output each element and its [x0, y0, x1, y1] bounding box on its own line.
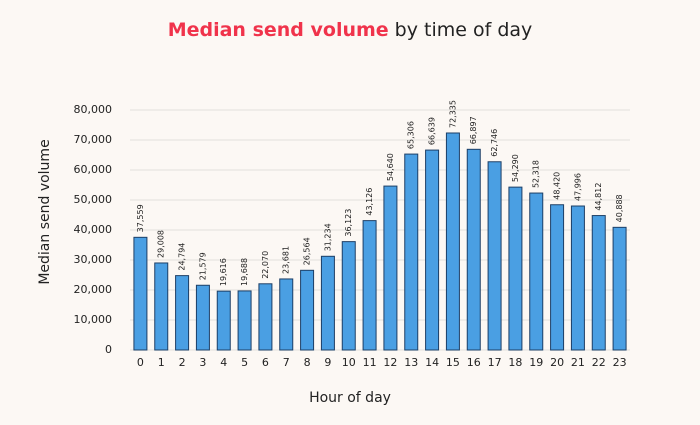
- value-label: 21,579: [198, 252, 207, 280]
- value-label: 52,318: [532, 160, 541, 188]
- x-tick-label: 2: [179, 356, 186, 369]
- x-tick-label: 11: [363, 356, 377, 369]
- y-tick-label: 0: [105, 343, 112, 356]
- y-axis-label: Median send volume: [37, 139, 53, 284]
- bar: [320, 255, 335, 351]
- value-label: 26,564: [303, 237, 312, 265]
- y-tick-label: 60,000: [74, 163, 113, 176]
- x-tick-label: 1: [158, 356, 165, 369]
- x-tick-label: 9: [324, 356, 331, 369]
- x-tick-label: 17: [488, 356, 502, 369]
- bar: [445, 132, 460, 351]
- x-tick-label: 0: [137, 356, 144, 369]
- value-label: 72,335: [448, 100, 457, 128]
- value-label: 48,420: [553, 172, 562, 200]
- value-label: 37,559: [136, 204, 145, 232]
- value-label: 19,688: [240, 258, 249, 286]
- bar: [195, 284, 210, 351]
- bar: [570, 205, 585, 351]
- x-tick-label: 21: [571, 356, 585, 369]
- x-tick-label: 16: [467, 356, 481, 369]
- bar: [550, 204, 565, 351]
- bar: [466, 148, 481, 351]
- bar: [508, 186, 523, 351]
- bar: [591, 215, 606, 351]
- chart-title: Median send volume by time of day: [168, 19, 533, 41]
- value-label: 66,897: [469, 116, 478, 144]
- value-label: 44,812: [594, 183, 603, 211]
- value-label: 23,681: [282, 246, 291, 274]
- x-tick-label: 19: [529, 356, 543, 369]
- x-tick-label: 8: [304, 356, 311, 369]
- bar: [404, 153, 419, 351]
- x-tick-label: 18: [508, 356, 522, 369]
- x-axis-label: Hour of day: [309, 390, 391, 406]
- y-tick-label: 10,000: [74, 313, 113, 326]
- value-label: 43,126: [365, 188, 374, 216]
- bar: [154, 262, 169, 351]
- bar: [133, 236, 148, 351]
- bar: [341, 241, 356, 351]
- bar: [612, 226, 627, 351]
- x-tick-label: 22: [592, 356, 606, 369]
- value-label: 66,639: [428, 117, 437, 145]
- x-tick-label: 12: [383, 356, 397, 369]
- bar: [258, 283, 273, 351]
- y-tick-label: 40,000: [74, 223, 113, 236]
- value-label: 31,234: [323, 223, 332, 251]
- bar: [279, 278, 294, 351]
- x-tick-label: 6: [262, 356, 269, 369]
- value-label: 65,306: [407, 121, 416, 149]
- bar: [383, 185, 398, 351]
- bar: [216, 290, 231, 351]
- x-tick-label: 20: [550, 356, 564, 369]
- x-tick-label: 23: [613, 356, 627, 369]
- y-tick-label: 50,000: [74, 193, 113, 206]
- value-label: 29,008: [157, 230, 166, 258]
- bar: [487, 161, 502, 351]
- y-tick-label: 20,000: [74, 283, 113, 296]
- value-label: 54,640: [386, 153, 395, 181]
- value-label: 62,746: [490, 129, 499, 157]
- y-tick-label: 70,000: [74, 133, 113, 146]
- x-tick-label: 15: [446, 356, 460, 369]
- y-tick-label: 30,000: [74, 253, 113, 266]
- value-label: 24,794: [178, 243, 187, 271]
- value-label: 40,888: [615, 194, 624, 222]
- value-label: 22,070: [261, 251, 270, 279]
- x-tick-label: 14: [425, 356, 439, 369]
- title-rest: by time of day: [395, 19, 533, 41]
- title-highlight: Median send volume: [168, 19, 389, 41]
- x-tick-label: 7: [283, 356, 290, 369]
- bar: [237, 290, 252, 351]
- x-tick-label: 13: [404, 356, 418, 369]
- value-label: 54,290: [511, 154, 520, 182]
- x-tick-label: 4: [220, 356, 227, 369]
- bar: [425, 149, 440, 351]
- bar: [175, 275, 190, 351]
- bar: [529, 192, 544, 351]
- x-tick-label: 5: [241, 356, 248, 369]
- x-tick-label: 3: [199, 356, 206, 369]
- y-tick-label: 80,000: [74, 103, 113, 116]
- bar: [362, 220, 377, 351]
- x-tick-label: 10: [342, 356, 356, 369]
- value-label: 36,123: [344, 209, 353, 237]
- bar: [300, 269, 315, 351]
- value-label: 47,996: [573, 173, 582, 201]
- value-label: 19,616: [219, 258, 228, 286]
